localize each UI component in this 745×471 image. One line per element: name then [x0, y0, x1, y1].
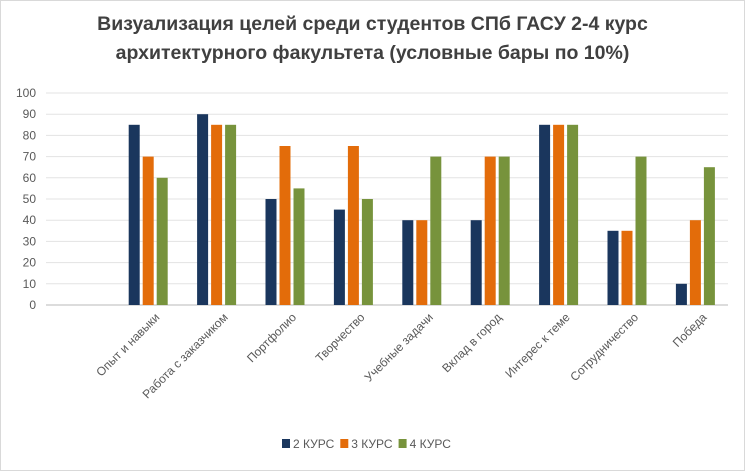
- legend-swatch: [398, 439, 407, 448]
- legend-label: 4 КУРС: [410, 437, 452, 451]
- x-tick-label: Портфолио: [244, 310, 299, 365]
- x-tick-label: Учебные задачи: [362, 310, 436, 384]
- bar-3-kurs: [279, 146, 291, 305]
- bar-2-kurs: [607, 230, 619, 305]
- bar-3-kurs: [211, 124, 223, 305]
- bar-2-kurs: [675, 283, 687, 305]
- bar-2-kurs: [539, 124, 551, 305]
- chart-title: Визуализация целей среди студентов СПб Г…: [0, 10, 745, 68]
- bar-3-kurs: [347, 146, 359, 305]
- y-tick-label: 40: [23, 213, 37, 227]
- y-tick-label: 50: [23, 192, 37, 206]
- legend-swatch: [282, 439, 290, 448]
- bar-4-kurs: [293, 188, 305, 305]
- bar-3-kurs: [689, 220, 701, 305]
- bar-3-kurs: [484, 156, 496, 305]
- bar-4-kurs: [430, 156, 442, 305]
- bar-2-kurs: [265, 199, 277, 305]
- bar-2-kurs: [197, 114, 209, 305]
- y-tick-label: 10: [23, 277, 37, 291]
- x-tick-label: Вклад в город: [439, 310, 504, 375]
- bar-3-kurs: [621, 230, 633, 305]
- bar-2-kurs: [470, 220, 482, 305]
- bar-2-kurs: [402, 220, 414, 305]
- y-tick-label: 80: [23, 128, 37, 142]
- y-tick-label: 0: [29, 298, 36, 312]
- bar-4-kurs: [703, 167, 715, 305]
- y-tick-label: 70: [23, 150, 37, 164]
- x-tick-label: Интерес к теме: [502, 310, 573, 381]
- y-tick-label: 90: [23, 107, 37, 121]
- y-tick-label: 100: [16, 86, 36, 100]
- bar-3-kurs: [416, 220, 428, 305]
- x-tick-label: Победа: [670, 310, 710, 350]
- y-tick-label: 20: [23, 256, 37, 270]
- chart-title-line2: архитектурного факультета (условные бары…: [115, 42, 630, 64]
- bar-4-kurs: [635, 156, 647, 305]
- bar-4-kurs: [567, 124, 579, 305]
- x-tick-label: Опыт и навыки: [93, 310, 162, 379]
- bar-4-kurs: [156, 177, 168, 305]
- bar-4-kurs: [498, 156, 510, 305]
- legend-label: 3 КУРС: [351, 437, 393, 451]
- chart-title-line1: Визуализация целей среди студентов СПб Г…: [97, 13, 648, 35]
- bar-2-kurs: [128, 124, 140, 305]
- legend-swatch: [340, 439, 349, 448]
- legend-label: 2 КУРС: [293, 437, 335, 451]
- x-tick-label: Сотрудничество: [567, 310, 641, 384]
- bar-2-kurs: [333, 209, 345, 305]
- bar-4-kurs: [225, 124, 237, 305]
- bar-4-kurs: [361, 199, 373, 305]
- bar-3-kurs: [142, 156, 154, 305]
- y-tick-label: 30: [23, 234, 37, 248]
- x-tick-label: Творчество: [313, 310, 368, 365]
- bar-3-kurs: [553, 124, 565, 305]
- y-tick-label: 60: [23, 171, 37, 185]
